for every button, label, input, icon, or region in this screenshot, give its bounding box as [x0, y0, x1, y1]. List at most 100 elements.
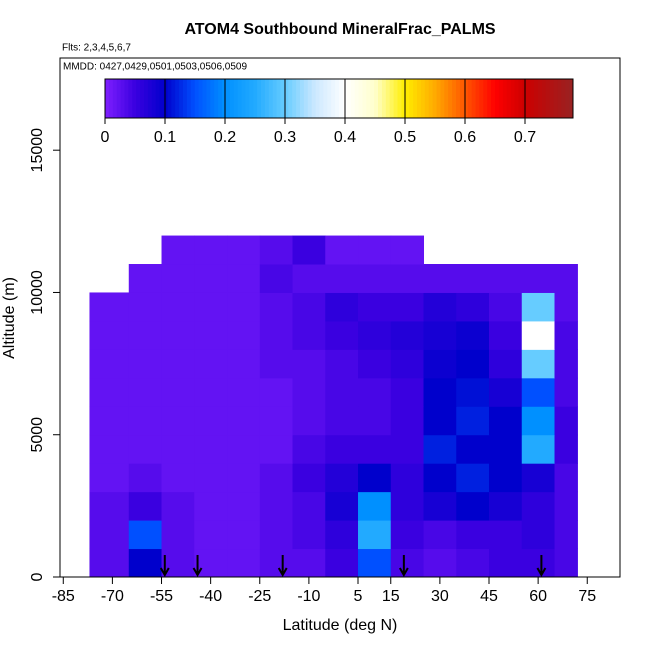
y-tick-label: 15000 — [29, 128, 46, 173]
colorbar-swatch — [385, 79, 391, 118]
colorbar-swatch — [218, 79, 223, 118]
heat-cell — [358, 520, 392, 550]
colorbar-swatch — [459, 79, 465, 118]
heat-cell — [390, 320, 425, 350]
heat-cell — [456, 377, 490, 407]
x-tick-label: 30 — [431, 588, 449, 605]
heat-cell — [161, 235, 195, 265]
heat-cell — [292, 235, 326, 265]
heat-cell — [259, 349, 294, 379]
colorbar-swatch — [456, 79, 461, 118]
colorbar-swatch — [331, 79, 336, 118]
colorbar-swatch — [108, 79, 114, 118]
heat-cell — [128, 292, 163, 322]
colorbar-swatch — [171, 79, 176, 118]
heat-cell — [128, 349, 163, 379]
heat-cell — [128, 463, 163, 493]
heat-cell — [227, 463, 261, 493]
colorbar-swatch — [296, 79, 301, 118]
flight-arrow — [536, 555, 547, 578]
heat-cell — [456, 548, 490, 578]
colorbar-swatch — [292, 79, 297, 118]
heat-cell — [390, 264, 425, 293]
heat-cell — [521, 463, 556, 493]
colorbar-swatch — [479, 79, 484, 118]
colorbar-swatch — [405, 79, 410, 118]
heat-cell — [489, 406, 523, 436]
heat-cell — [521, 520, 556, 550]
colorbar-swatch — [510, 79, 515, 118]
heat-cell — [128, 491, 163, 521]
heat-cell — [194, 292, 228, 322]
heat-cell — [292, 264, 326, 293]
heat-cell — [292, 377, 326, 407]
plot-frame — [59, 57, 621, 578]
colorbar-swatch — [534, 79, 539, 118]
heat-cell — [358, 235, 392, 265]
heat-cell — [554, 349, 578, 379]
heat-cell — [423, 434, 457, 464]
heat-cell — [521, 264, 556, 293]
heat-cell — [128, 320, 163, 350]
colorbar-swatch — [397, 79, 402, 118]
heat-cell — [194, 264, 228, 293]
heat-cell — [325, 463, 359, 493]
heat-cell — [227, 548, 261, 578]
colorbar-swatch — [537, 79, 543, 118]
heat-cell — [456, 349, 490, 379]
colorbar-swatch — [202, 79, 207, 118]
heat-cell — [325, 292, 359, 322]
colorbar-swatch — [155, 79, 161, 118]
colorbar-swatch — [467, 79, 473, 118]
heat-cell — [89, 406, 130, 436]
colorbar-swatch — [280, 79, 285, 118]
heat-cell — [259, 406, 294, 436]
heat-cell — [227, 491, 261, 521]
heat-cell — [325, 406, 359, 436]
heat-cell — [259, 377, 294, 407]
colorbar-swatch — [417, 79, 422, 118]
heat-cell — [128, 264, 163, 293]
heat-cell — [292, 434, 326, 464]
heat-cell — [489, 434, 523, 464]
heat-cell — [456, 463, 490, 493]
x-tick-label: -55 — [150, 588, 173, 605]
x-tick-label: -85 — [52, 588, 75, 605]
heat-cell — [89, 520, 130, 550]
colorbar-swatch — [237, 79, 242, 118]
colorbar-tick-label: 0.7 — [514, 129, 536, 146]
heat-cell — [456, 292, 490, 322]
heat-cell — [521, 434, 556, 464]
heatmap — [89, 235, 578, 578]
colorbar-swatch — [420, 79, 426, 118]
colorbar-swatch — [136, 79, 141, 118]
heat-cell — [390, 434, 425, 464]
heat-cell — [423, 292, 457, 322]
colorbar-tick-label: 0 — [101, 129, 110, 146]
heat-cell — [227, 349, 261, 379]
heat-cell — [358, 320, 392, 350]
chart-title: ATOM4 Southbound MineralFrac_PALMS — [184, 21, 495, 38]
heat-cell — [423, 520, 457, 550]
heat-cell — [292, 349, 326, 379]
heat-cell — [521, 548, 556, 578]
colorbar-swatch — [346, 79, 352, 118]
colorbar-swatch — [206, 79, 211, 118]
heat-cell — [456, 264, 490, 293]
heat-cell — [325, 235, 359, 265]
colorbar-swatch — [311, 79, 317, 118]
heat-cell — [89, 320, 130, 350]
colorbar-swatch — [229, 79, 235, 118]
colorbar-swatch — [475, 79, 480, 118]
heat-cell — [194, 434, 228, 464]
heat-cell — [325, 349, 359, 379]
colorbar-tick-label: 0.6 — [454, 129, 476, 146]
heat-cell — [227, 264, 261, 293]
colorbar-swatch — [245, 79, 250, 118]
x-tick-label: 60 — [529, 588, 547, 605]
heat-cell — [259, 491, 294, 521]
colorbar-swatch — [553, 79, 558, 118]
colorbar-swatch — [159, 79, 164, 118]
colorbar-swatch — [506, 79, 512, 118]
heat-cell — [554, 520, 578, 550]
